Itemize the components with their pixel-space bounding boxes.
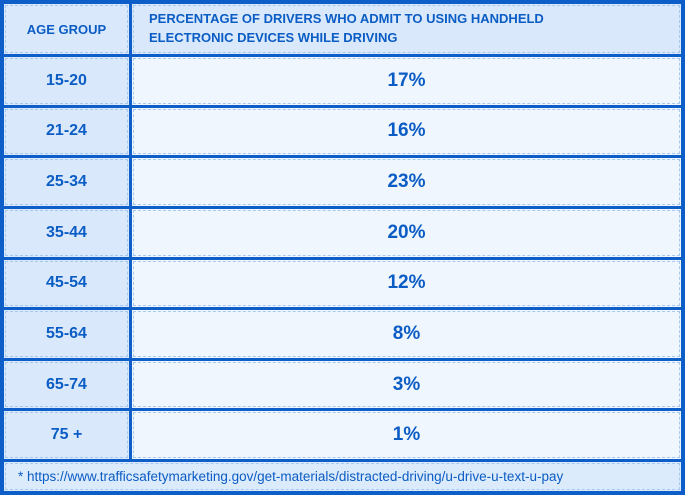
age-group-cell: 65-74 <box>4 360 129 409</box>
percentage-cell: 1% <box>132 411 681 459</box>
percentage-cell: 23% <box>132 158 681 206</box>
footnote: * https://www.trafficsafetymarketing.gov… <box>4 462 681 491</box>
age-group-cell: 35-44 <box>4 208 129 257</box>
age-group-cell: 45-54 <box>4 259 129 308</box>
table-row: 15-20 17% <box>4 57 681 105</box>
table-row: 25-34 23% <box>4 158 681 206</box>
header-age-group: AGE GROUP <box>4 4 129 54</box>
table-row: 75 + 1% <box>4 411 681 459</box>
age-group-cell: 21-24 <box>4 107 129 156</box>
percentage-cell: 17% <box>132 57 681 105</box>
table-header-row: AGE GROUP PERCENTAGE OF DRIVERS WHO ADMI… <box>4 4 681 54</box>
percentage-cell: 8% <box>132 310 681 358</box>
header-percentage-label: PERCENTAGE OF DRIVERS WHO ADMIT TO USING… <box>149 11 544 45</box>
source-url-text: * https://www.trafficsafetymarketing.gov… <box>18 469 564 484</box>
header-percentage: PERCENTAGE OF DRIVERS WHO ADMIT TO USING… <box>132 4 681 54</box>
table-row: 65-74 3% <box>4 360 681 409</box>
percentage-cell: 20% <box>132 208 681 257</box>
age-group-cell: 75 + <box>4 411 129 459</box>
table-row: 55-64 8% <box>4 310 681 358</box>
table-row: 35-44 20% <box>4 208 681 257</box>
percentage-cell: 16% <box>132 107 681 156</box>
age-group-cell: 55-64 <box>4 310 129 358</box>
age-group-cell: 15-20 <box>4 57 129 105</box>
header-age-group-label: AGE GROUP <box>26 21 107 37</box>
table-row: 21-24 16% <box>4 107 681 156</box>
age-group-cell: 25-34 <box>4 158 129 206</box>
table-row: 45-54 12% <box>4 259 681 308</box>
percentage-cell: 12% <box>132 259 681 308</box>
percentage-cell: 3% <box>132 360 681 409</box>
